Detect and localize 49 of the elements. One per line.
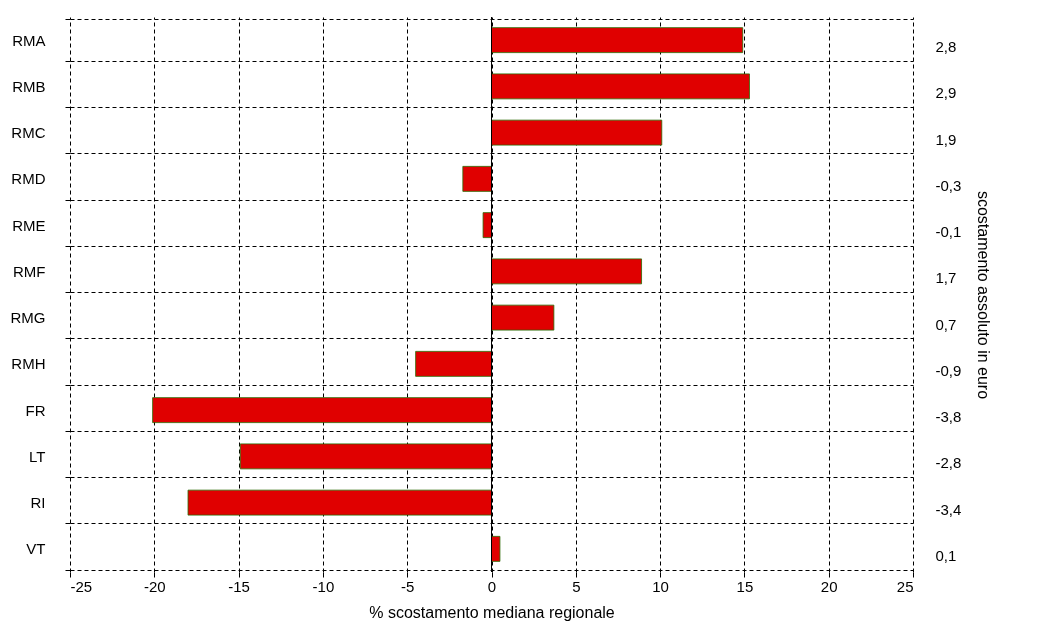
y-tick-label: RMA bbox=[12, 31, 46, 49]
bar bbox=[482, 212, 492, 239]
y-tick-label: LT bbox=[29, 447, 46, 465]
y-tick-label: RMH bbox=[11, 355, 46, 373]
y2-tick-label: 2,9 bbox=[935, 84, 957, 102]
bar bbox=[239, 443, 492, 470]
bar bbox=[491, 535, 501, 562]
bar bbox=[491, 304, 555, 331]
y2-tick-label: -0,9 bbox=[935, 361, 962, 379]
y-tick-label: RMC bbox=[11, 124, 46, 142]
x-tick-label: -5 bbox=[401, 577, 415, 595]
bar bbox=[491, 73, 750, 100]
y2-tick-label: 0,1 bbox=[935, 546, 957, 564]
y-tick-label: RI bbox=[30, 494, 46, 512]
y2-tick-label: -0,1 bbox=[935, 223, 962, 241]
y2-tick-label: 1,7 bbox=[935, 269, 957, 287]
y-tick-label: RMG bbox=[10, 309, 46, 327]
y2-tick-label: -0,3 bbox=[935, 176, 962, 194]
x-tick-label: -10 bbox=[312, 577, 335, 595]
x-tick-label: -20 bbox=[143, 577, 166, 595]
y-tick-label: FR bbox=[25, 401, 46, 419]
y2-tick-label: 2,8 bbox=[935, 38, 957, 56]
bar bbox=[415, 350, 492, 377]
y-tick-label: RMD bbox=[11, 170, 46, 188]
bar bbox=[491, 258, 642, 285]
y-tick-label: RME bbox=[12, 216, 46, 234]
y-tick-label: VT bbox=[26, 540, 46, 558]
x-tick-label: 0 bbox=[487, 577, 497, 595]
bar bbox=[152, 397, 492, 424]
x-axis-title: % scostamento mediana regionale bbox=[369, 603, 615, 621]
y2-tick-label: -3,8 bbox=[935, 408, 962, 426]
x-tick-label: -25 bbox=[70, 577, 93, 595]
x-tick-label: -15 bbox=[228, 577, 250, 595]
y2-tick-label: 0,7 bbox=[935, 315, 957, 333]
x-tick-label: 20 bbox=[820, 577, 838, 595]
x-tick-label: 15 bbox=[736, 577, 754, 595]
bar bbox=[491, 27, 744, 54]
bar bbox=[187, 489, 492, 516]
y2-axis-title: scostamento assoluto in euro bbox=[975, 190, 993, 400]
y2-tick-label: 1,9 bbox=[935, 130, 957, 148]
x-tick-label: 5 bbox=[572, 577, 581, 595]
y-tick-label: RMF bbox=[13, 262, 46, 280]
y2-tick-label: -2,8 bbox=[935, 454, 962, 472]
x-tick-label: 10 bbox=[652, 577, 669, 595]
bar bbox=[462, 165, 492, 192]
x-tick-label: 25 bbox=[896, 577, 914, 595]
bar bbox=[491, 119, 663, 146]
y2-tick-label: -3,4 bbox=[935, 500, 962, 518]
y-tick-label: RMB bbox=[12, 77, 46, 95]
